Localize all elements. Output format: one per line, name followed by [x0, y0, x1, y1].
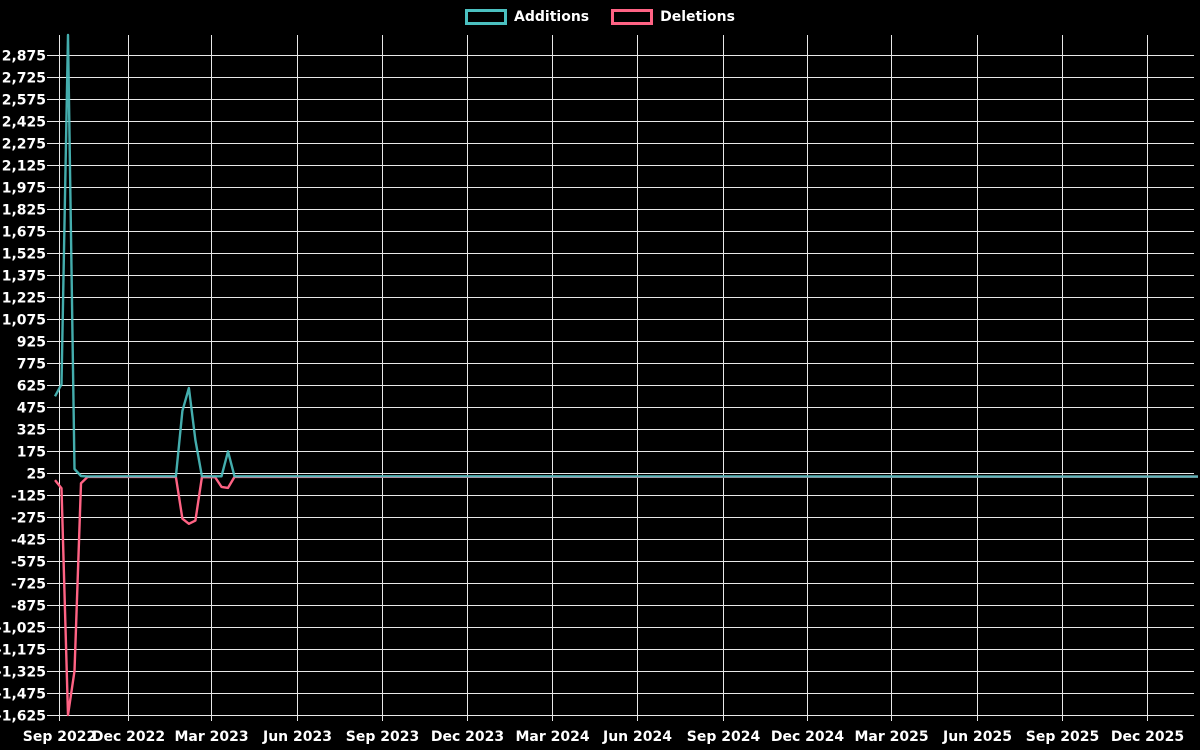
x-tick-label: Mar 2024	[515, 729, 589, 745]
x-tick-label: Jun 2024	[602, 729, 672, 745]
additions-legend-label: Additions	[514, 9, 590, 25]
y-tick-label: 2,125	[2, 159, 46, 175]
x-tick-label: Sep 2024	[687, 729, 761, 745]
y-tick-label: 475	[17, 401, 46, 417]
y-tick-label: 775	[17, 357, 46, 373]
additions-swatch	[465, 9, 508, 25]
legend-item-additions[interactable]: Additions	[465, 9, 589, 25]
y-tick-label: 2,575	[2, 93, 46, 109]
y-tick-label: 1,075	[2, 313, 46, 329]
deletions-swatch	[611, 9, 654, 25]
x-tick-label: Sep 2023	[346, 729, 419, 745]
y-tick-label: 2,275	[2, 137, 46, 153]
x-tick-label: Dec 2022	[92, 729, 165, 745]
x-tick-label: Dec 2025	[1111, 729, 1184, 745]
y-tick-label: -875	[11, 599, 46, 615]
x-tick-label: Dec 2024	[771, 729, 845, 745]
y-tick-label: -1,325	[0, 665, 46, 681]
y-tick-label: 1,825	[2, 203, 46, 219]
y-tick-label: -1,625	[0, 709, 46, 725]
y-tick-label: 2,725	[2, 71, 46, 87]
x-tick-label: Sep 2022	[23, 729, 96, 745]
chart-legend: Additions Deletions	[0, 7, 1200, 27]
additions-line	[53, 33, 1199, 478]
y-tick-label: 1,225	[2, 291, 46, 307]
deletions-legend-label: Deletions	[660, 9, 735, 25]
y-tick-label: -1,025	[0, 621, 46, 637]
y-tick-label: 1,675	[2, 225, 46, 241]
y-tick-label: -1,175	[0, 643, 46, 659]
y-tick-label: -425	[11, 533, 46, 549]
y-tick-label: 625	[17, 379, 46, 395]
x-tick-label: Jun 2023	[262, 729, 332, 745]
y-tick-label: -725	[11, 577, 46, 593]
y-tick-label: 175	[17, 445, 46, 461]
x-tick-label: Sep 2025	[1026, 729, 1099, 745]
y-tick-label: 25	[27, 467, 46, 483]
x-tick-label: Jun 2025	[942, 729, 1012, 745]
y-tick-label: 1,375	[2, 269, 46, 285]
y-tick-label: -125	[11, 489, 46, 505]
y-tick-label: -275	[11, 511, 46, 527]
y-tick-label: 1,975	[2, 181, 46, 197]
y-tick-label: 325	[17, 423, 46, 439]
deletions-line	[54, 475, 1199, 717]
legend-item-deletions[interactable]: Deletions	[611, 9, 735, 25]
x-tick-label: Dec 2023	[431, 729, 504, 745]
y-tick-label: -1,475	[0, 687, 46, 703]
x-tick-label: Mar 2023	[174, 729, 248, 745]
y-tick-label: 2,875	[2, 49, 46, 65]
y-tick-label: 1,525	[2, 247, 46, 263]
y-tick-label: 2,425	[2, 115, 46, 131]
y-tick-label: 925	[17, 335, 46, 351]
x-tick-label: Mar 2025	[854, 729, 928, 745]
y-tick-label: -575	[11, 555, 46, 571]
